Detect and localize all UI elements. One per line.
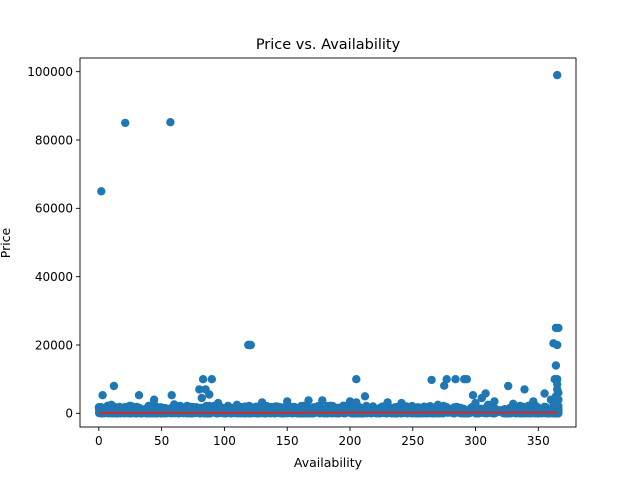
data-point [483, 400, 493, 409]
data-point [553, 70, 562, 80]
data-point [520, 385, 529, 394]
data-point [257, 398, 267, 407]
x-tick-label: 300 [464, 434, 487, 448]
y-tick-label: 80000 [35, 133, 73, 147]
data-point [134, 391, 144, 400]
data-point [121, 118, 130, 128]
x-tick-label: 350 [527, 434, 550, 448]
data-point [440, 381, 449, 390]
data-point [529, 397, 538, 406]
data-point [242, 407, 252, 416]
y-tick-label: 100000 [27, 65, 73, 79]
data-point [283, 397, 292, 406]
data-point [166, 118, 175, 127]
data-point [274, 402, 283, 411]
data-point [427, 375, 436, 385]
data-point [143, 407, 152, 416]
data-point [205, 390, 214, 399]
data-point [468, 391, 478, 400]
data-point [504, 381, 513, 391]
data-point [554, 323, 563, 333]
y-tick-label: 0 [65, 407, 73, 421]
data-point [195, 385, 204, 394]
x-tick-label: 0 [95, 434, 103, 448]
data-point [360, 392, 370, 401]
data-point [304, 396, 313, 405]
data-point [170, 400, 179, 409]
data-point [490, 397, 499, 406]
data-point [109, 381, 119, 391]
data-point [213, 398, 223, 408]
data-point [540, 402, 549, 411]
data-point [126, 401, 135, 410]
data-point [207, 375, 216, 384]
data-point [197, 393, 206, 403]
y-tick-label: 20000 [35, 338, 73, 352]
data-point [282, 406, 291, 416]
data-point [259, 404, 268, 414]
data-point [515, 402, 524, 411]
y-tick-label: 60000 [35, 202, 73, 216]
data-point [232, 400, 242, 409]
data-point [397, 398, 406, 408]
data-point [433, 400, 443, 409]
data-point [455, 403, 465, 412]
data-point [383, 398, 392, 407]
x-tick-label: 100 [213, 434, 236, 448]
data-point [451, 375, 460, 384]
y-axis-label: Price [0, 227, 13, 258]
plot-frame [79, 57, 577, 428]
data-point [352, 398, 361, 407]
data-point [553, 340, 562, 350]
x-axis-label: Availability [294, 455, 363, 470]
data-point [246, 340, 255, 350]
data-point [442, 375, 451, 384]
x-tick-label: 50 [154, 434, 169, 448]
data-point [462, 375, 471, 384]
data-point [554, 388, 563, 397]
x-tick-label: 200 [339, 434, 362, 448]
data-point [471, 398, 480, 408]
data-point [551, 361, 561, 370]
data-point [316, 403, 325, 412]
data-point [97, 187, 106, 196]
data-point [318, 396, 327, 405]
x-axis-ticks: 0 50 100 150 200 250 300 350 [95, 427, 550, 448]
y-tick-label: 40000 [35, 270, 73, 284]
data-point [352, 375, 361, 384]
data-point [182, 402, 191, 411]
y-axis-ticks: 0 20000 40000 60000 80000 100000 [27, 65, 80, 421]
data-point [149, 395, 159, 404]
data-point [225, 404, 234, 414]
data-point [540, 389, 549, 398]
data-point [198, 375, 208, 384]
data-point [98, 391, 107, 400]
data-point [554, 395, 563, 404]
x-tick-label: 150 [276, 434, 299, 448]
data-point [266, 403, 275, 412]
x-tick-label: 250 [401, 434, 424, 448]
data-point [196, 403, 205, 413]
data-point [107, 400, 116, 409]
data-point [167, 391, 176, 400]
chart-title: Price vs. Availability [256, 37, 401, 53]
data-point [417, 407, 427, 416]
data-point [477, 393, 486, 403]
data-point [345, 397, 355, 406]
data-point [509, 399, 518, 408]
